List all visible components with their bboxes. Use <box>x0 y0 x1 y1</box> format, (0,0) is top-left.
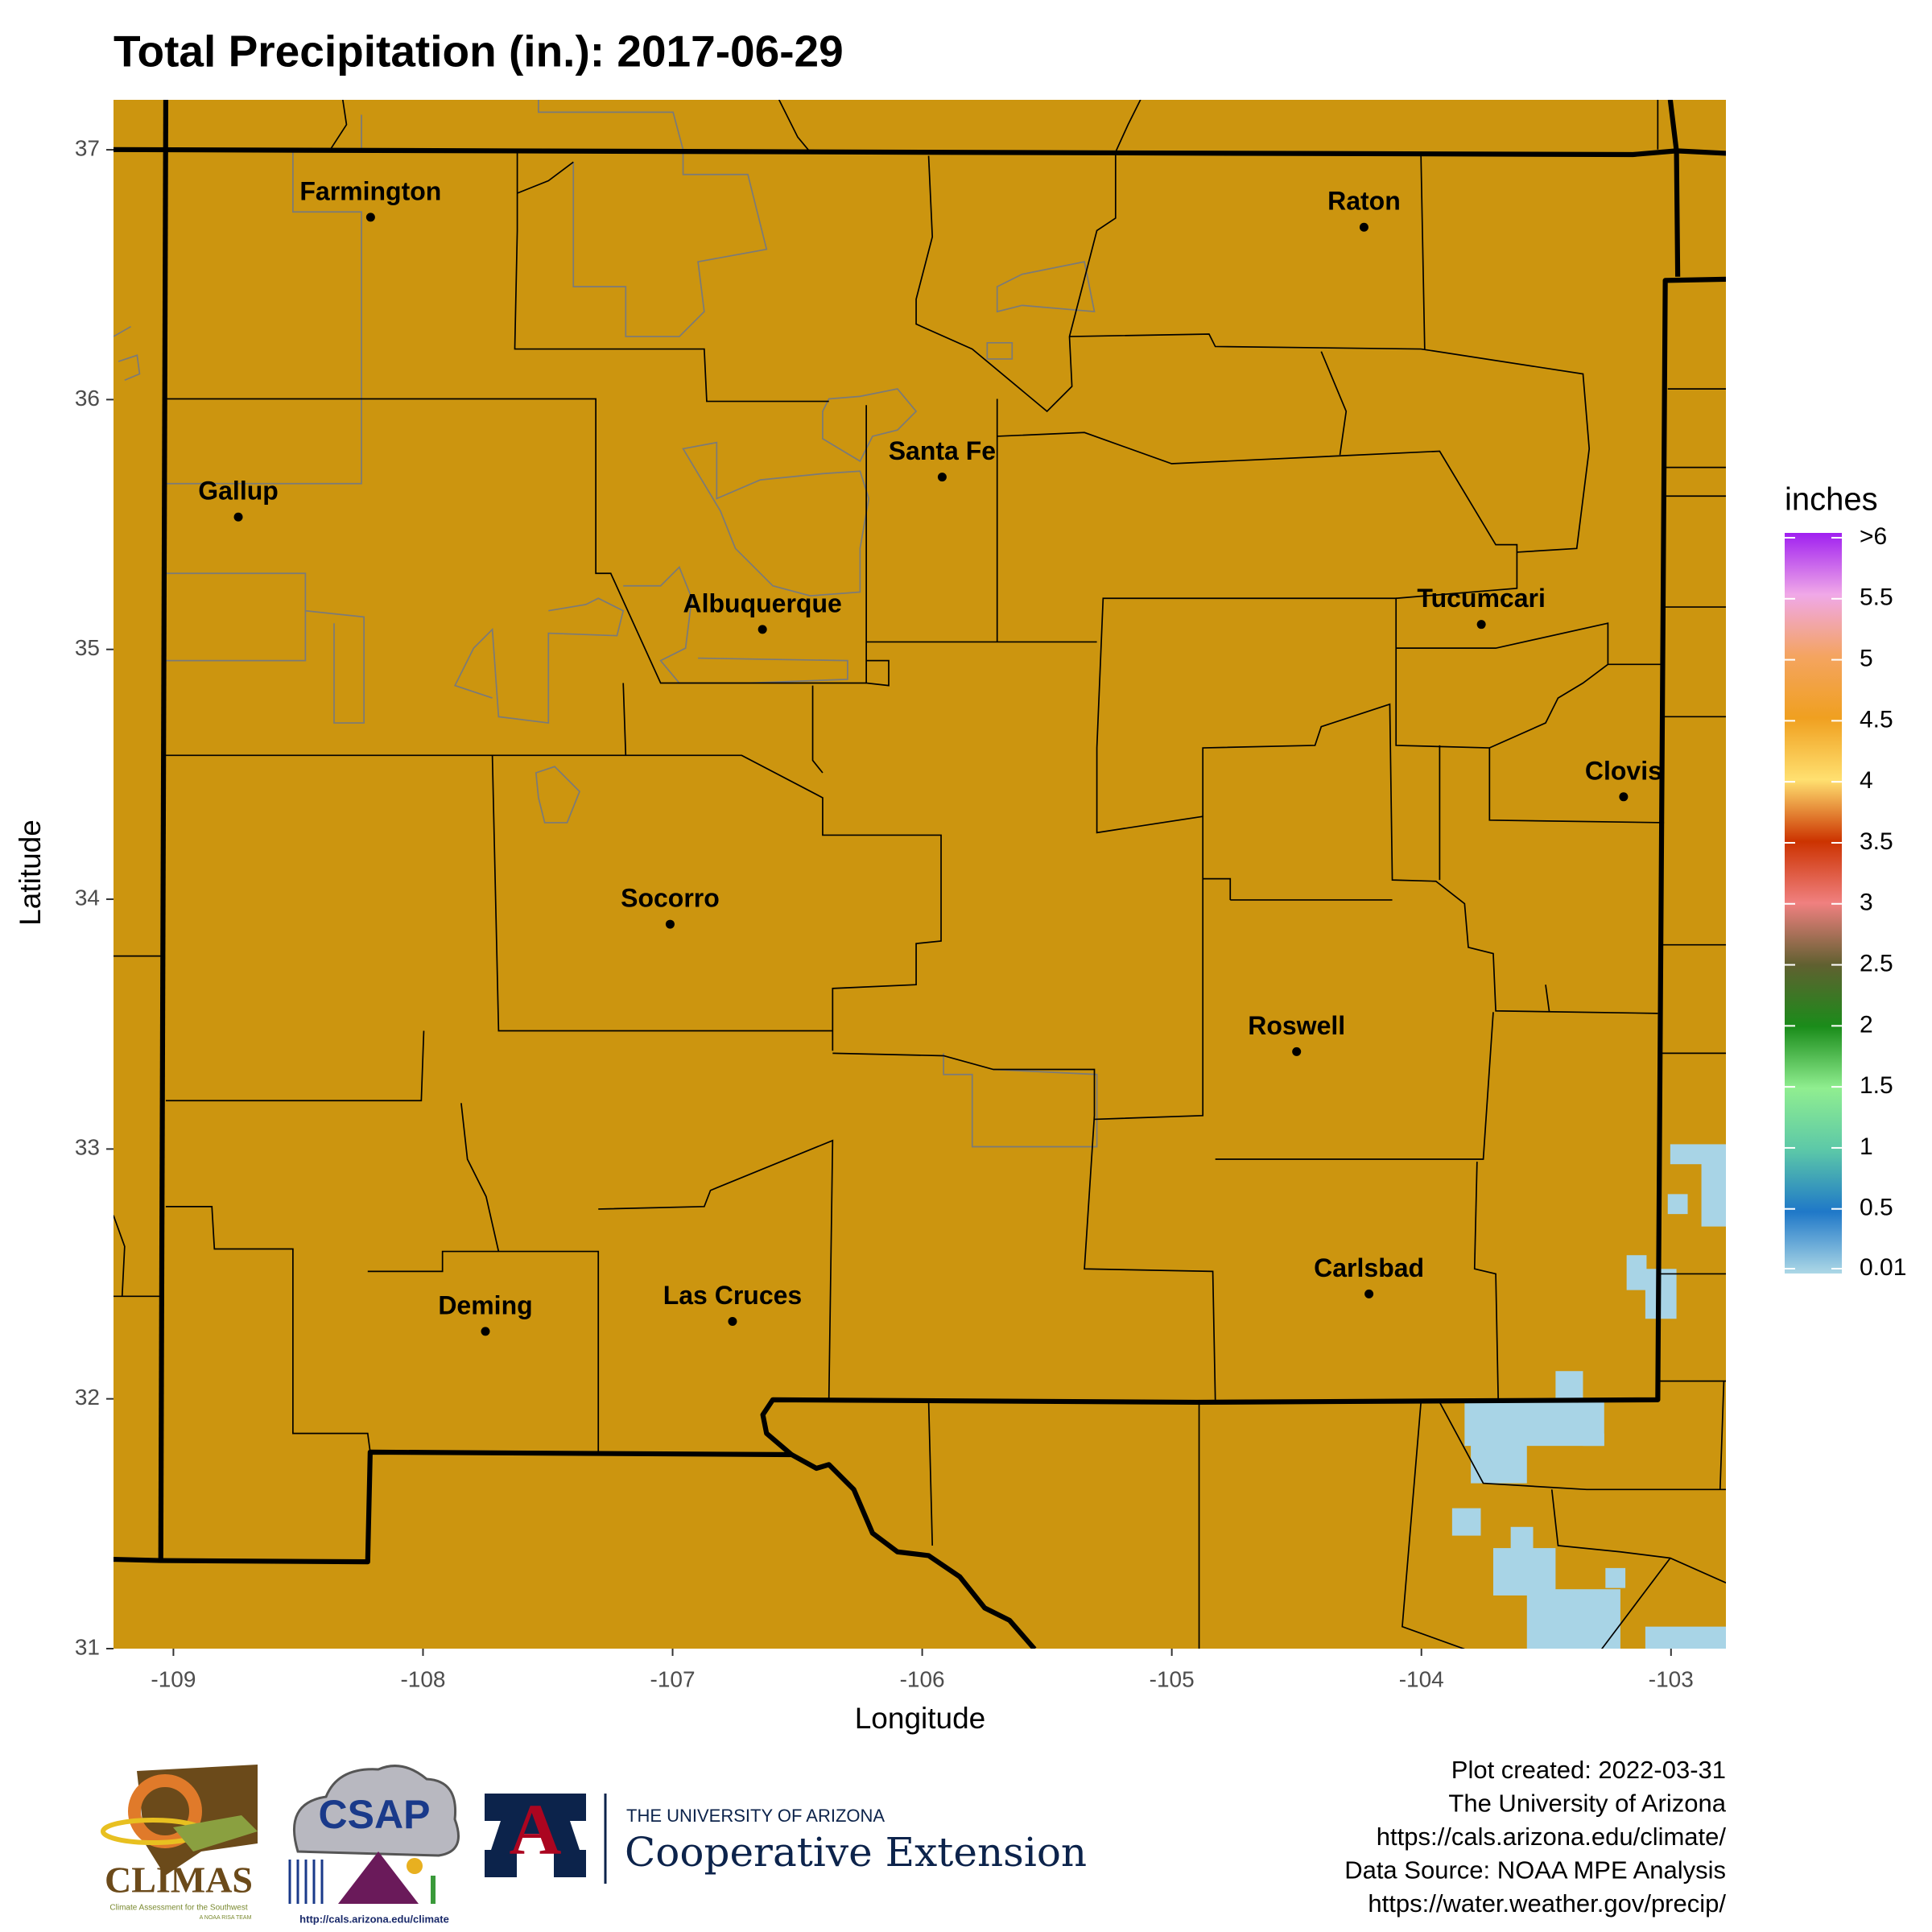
city-point <box>758 625 767 634</box>
state-borders <box>114 100 1726 1649</box>
legend-label: 4.5 <box>1860 706 1893 733</box>
legend-label: 4 <box>1860 767 1873 794</box>
footer-line: The University of Arizona <box>1448 1790 1726 1818</box>
city-point <box>481 1327 490 1336</box>
y-tick-label: 33 <box>75 1135 100 1160</box>
legend-label: 1 <box>1860 1133 1873 1160</box>
city-point <box>1292 1046 1302 1056</box>
x-tick-label: -106 <box>900 1666 945 1691</box>
climas-team: A NOAA RISA TEAM <box>200 1915 252 1921</box>
ua-name: THE UNIVERSITY OF ARIZONA <box>626 1806 885 1826</box>
y-tick-label: 36 <box>75 386 100 411</box>
city-label: Albuquerque <box>683 588 841 617</box>
climas-name: CLIMAS <box>105 1860 253 1901</box>
legend-title: inches <box>1785 482 1878 518</box>
legend-label: 5.5 <box>1860 584 1893 611</box>
tribal-boundaries <box>114 100 1098 1148</box>
city-label: Farmington <box>299 176 441 205</box>
city-label: Raton <box>1327 187 1401 216</box>
footer-line: https://water.weather.gov/precip/ <box>1368 1889 1726 1918</box>
city-point <box>1476 620 1486 630</box>
city-label: Las Cruces <box>663 1281 803 1310</box>
y-tick-label: 34 <box>75 885 100 910</box>
y-tick-label: 37 <box>75 135 100 160</box>
map-title: Total Precipitation (in.): 2017-06-29 <box>114 27 844 76</box>
city-point <box>233 512 243 522</box>
y-tick-label: 35 <box>75 635 100 660</box>
csap-logo: CSAP http://cals.arizona.edu/climate <box>288 1765 460 1925</box>
legend-label: 1.5 <box>1860 1072 1893 1099</box>
x-tick-label: -103 <box>1649 1666 1694 1691</box>
legend-label: 3.5 <box>1860 828 1893 855</box>
legend-label: 0.01 <box>1860 1254 1906 1281</box>
map-background <box>114 100 1726 1649</box>
city-label: Santa Fe <box>889 436 996 465</box>
city-label: Carlsbad <box>1314 1253 1424 1282</box>
climas-subtitle: Climate Assessment for the Southwest <box>109 1904 247 1913</box>
csap-url: http://cals.arizona.edu/climate <box>299 1913 449 1925</box>
x-tick-label: -109 <box>151 1666 196 1691</box>
city-point <box>1619 792 1629 802</box>
city-point <box>365 213 375 222</box>
city-label: Deming <box>438 1290 532 1319</box>
legend-label: 2.5 <box>1860 950 1893 976</box>
legend-label: 2 <box>1860 1011 1873 1038</box>
y-tick-label: 32 <box>75 1385 100 1410</box>
city-label: Gallup <box>198 477 279 506</box>
legend-label: 5 <box>1860 646 1873 672</box>
ua-unit: Cooperative Extension <box>625 1829 1087 1876</box>
legend-label: 0.5 <box>1860 1195 1893 1221</box>
legend-label: >6 <box>1860 523 1887 550</box>
city-label: Socorro <box>621 884 720 913</box>
map-geometry <box>114 100 1726 1649</box>
footer-line: https://cals.arizona.edu/climate/ <box>1377 1823 1727 1851</box>
city-label: Roswell <box>1248 1011 1345 1040</box>
city-label: Tucumcari <box>1417 584 1545 613</box>
map-plot: Farmington Raton Santa Fe Gallup Albuquerque… <box>114 100 1726 1649</box>
county-lines <box>114 100 1726 1649</box>
x-tick-label: -108 <box>400 1666 445 1691</box>
ua-logo: A THE UNIVERSITY OF ARIZONA Cooperative … <box>485 1790 1087 1884</box>
x-tick-label: -107 <box>650 1666 696 1691</box>
y-tick-label: 31 <box>75 1634 100 1659</box>
precip-patches <box>1451 1144 1726 1649</box>
x-axis-title: Longitude <box>855 1702 986 1735</box>
city-point <box>1359 222 1368 232</box>
csap-name: CSAP <box>319 1792 431 1837</box>
legend-label: 3 <box>1860 890 1873 916</box>
city-point <box>937 473 947 482</box>
y-axis-title: Latitude <box>14 819 47 926</box>
city-point <box>1364 1289 1374 1298</box>
city-point <box>665 919 675 929</box>
city-point <box>728 1316 737 1326</box>
x-tick-label: -104 <box>1399 1666 1444 1691</box>
footer-line: Data Source: NOAA MPE Analysis <box>1344 1856 1726 1885</box>
footer-line: Plot created: 2022-03-31 <box>1451 1756 1726 1784</box>
climas-logo: CLIMAS Climate Assessment for the Southw… <box>101 1765 258 1921</box>
city-label: Clovis <box>1585 756 1662 785</box>
x-tick-label: -105 <box>1150 1666 1195 1691</box>
ua-letter: A <box>510 1790 562 1870</box>
